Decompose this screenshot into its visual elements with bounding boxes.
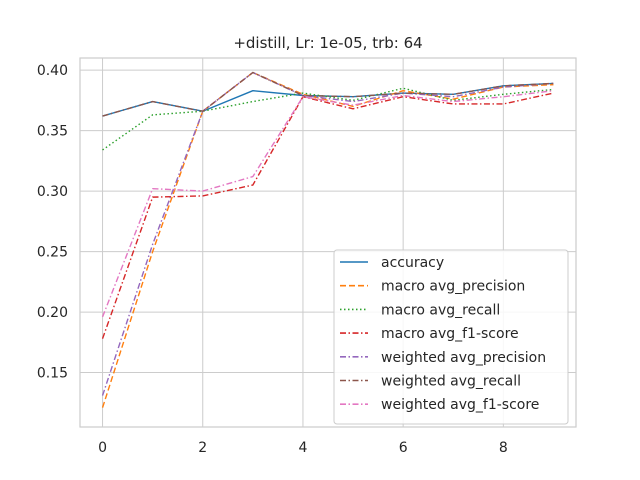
y-tick-label: 0.20 [37, 305, 68, 321]
legend-label: weighted avg_precision [381, 350, 546, 366]
grid [80, 58, 576, 427]
series-layer [101, 71, 554, 408]
y-tick-label: 0.30 [37, 184, 68, 200]
x-tick-label: 0 [98, 440, 107, 456]
chart-title: +distill, Lr: 1e-05, trb: 64 [233, 34, 422, 52]
y-tick-label: 0.25 [37, 245, 68, 261]
x-axis-ticks: 0 2 4 6 8 [98, 440, 508, 456]
series-line [101, 71, 554, 408]
legend-label: weighted avg_f1-score [381, 397, 539, 413]
plot-area-border [79, 57, 577, 428]
x-tick-label: 8 [499, 440, 508, 456]
x-tick-label: 4 [298, 440, 307, 456]
legend-label: weighted avg_recall [381, 374, 521, 390]
series-line [101, 89, 554, 318]
x-tick-label: 2 [198, 440, 207, 456]
series-line [101, 92, 554, 339]
y-tick-label: 0.40 [37, 63, 68, 79]
series-line [102, 87, 554, 151]
series-line [101, 71, 554, 396]
legend-label: accuracy [381, 255, 444, 271]
legend-label: macro avg_precision [381, 279, 525, 295]
y-axis-ticks: 0.15 0.20 0.25 0.30 0.35 0.40 [37, 63, 68, 381]
x-tick-label: 6 [399, 440, 408, 456]
legend-label: macro avg_recall [381, 302, 500, 318]
series-line [102, 71, 554, 117]
y-tick-label: 0.35 [37, 124, 68, 140]
y-tick-label: 0.15 [37, 366, 68, 382]
axes-frame [79, 57, 577, 428]
legend-label: macro avg_f1-score [381, 326, 519, 342]
legend-box [333, 249, 569, 425]
